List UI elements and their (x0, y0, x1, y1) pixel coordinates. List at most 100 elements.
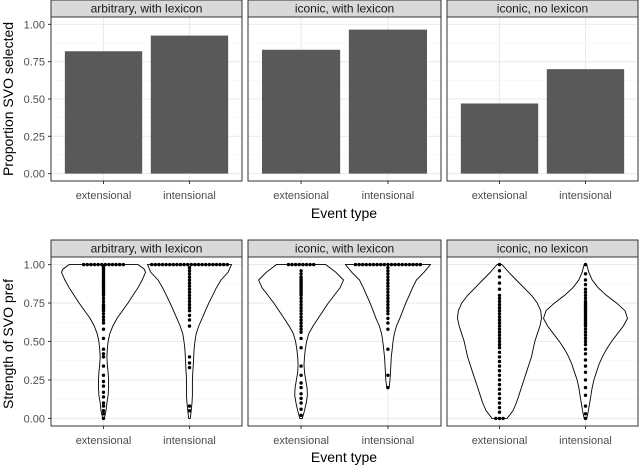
y-tick-label: 0.00 (24, 413, 45, 425)
data-point (583, 272, 588, 276)
data-point (583, 333, 588, 337)
data-point (101, 327, 106, 331)
data-point (497, 318, 502, 322)
data-point (494, 416, 498, 421)
data-point (368, 262, 372, 267)
data-point (407, 262, 412, 267)
data-point (583, 299, 588, 304)
bottom-panel-2: iconic, with lexicon (247, 239, 442, 427)
data-point (178, 262, 183, 267)
panel-border (446, 16, 639, 182)
x-tick-label: intensional (163, 190, 216, 202)
bottom-panel-plot-1 (50, 256, 243, 427)
data-point (583, 393, 588, 397)
data-point (290, 262, 294, 267)
data-point (583, 342, 588, 347)
data-point (299, 385, 303, 390)
data-point (583, 287, 588, 291)
top-y-axis-title: Proportion SVO selected (0, 22, 16, 176)
bottom-panel-3: iconic, no lexicon (446, 239, 639, 427)
data-point (389, 262, 394, 267)
data-point (299, 373, 303, 377)
data-point (497, 382, 502, 387)
data-point (312, 262, 316, 267)
data-point (299, 330, 303, 334)
data-point (583, 290, 588, 294)
data-point (153, 262, 157, 267)
data-point (168, 262, 172, 267)
bar-extensional (261, 49, 341, 174)
data-point (497, 339, 502, 344)
bottom-panel-1: arbitrary, with lexicon (50, 239, 243, 427)
data-point (222, 262, 226, 267)
data-point (101, 416, 106, 421)
data-point (497, 369, 502, 373)
data-point (583, 416, 588, 421)
data-point (187, 309, 192, 313)
x-tick-label: intensional (362, 435, 415, 447)
y-tick-label: 1.00 (24, 19, 45, 31)
top-panel-plot-1 (50, 16, 243, 182)
data-point (299, 321, 303, 325)
data-point (497, 293, 502, 298)
data-point (583, 327, 588, 331)
data-point (386, 309, 390, 313)
data-point (497, 302, 502, 307)
top-x-ticks: extensional intensional extensional intensi… (76, 181, 612, 202)
data-point (103, 262, 108, 267)
data-point (89, 262, 93, 267)
x-tick-label: extensional (273, 190, 329, 202)
data-point (583, 339, 588, 344)
x-tick-label: extensional (472, 190, 528, 202)
top-panel-plot-2 (247, 16, 442, 182)
data-point (189, 262, 193, 267)
data-point (299, 318, 303, 322)
data-point (175, 262, 179, 267)
data-point (501, 416, 505, 421)
data-point (386, 299, 390, 304)
data-point (294, 262, 298, 267)
data-point (187, 299, 192, 304)
data-point (386, 262, 390, 267)
data-point (160, 262, 165, 267)
bottom-panel-plot-3 (446, 256, 639, 427)
data-point (386, 272, 390, 276)
data-point (497, 327, 502, 331)
data-point (101, 364, 106, 368)
data-point (101, 401, 106, 405)
data-point (187, 281, 192, 285)
top-panel-3: iconic, no lexicon (446, 0, 639, 182)
violin-intensional (344, 264, 432, 389)
data-point (187, 302, 192, 307)
bottom-y-axis-title: Strength of SVO pref (0, 279, 16, 409)
y-tick-label: 0.00 (24, 169, 45, 181)
data-point (299, 309, 303, 313)
data-point (101, 390, 106, 394)
data-point (187, 313, 192, 318)
data-point (204, 262, 208, 267)
data-point (583, 352, 588, 356)
data-point (101, 379, 106, 384)
top-strip-label-1: arbitrary, with lexicon (91, 2, 203, 16)
data-point (583, 370, 588, 374)
data-point (497, 336, 502, 341)
data-point (286, 262, 291, 267)
bottom-y-ticks: 0.00 0.25 0.50 0.75 1.00 (24, 260, 51, 425)
data-point (187, 409, 192, 413)
data-point (497, 373, 502, 377)
data-point (187, 293, 192, 298)
data-point (497, 315, 502, 319)
data-point (297, 262, 301, 267)
data-point (101, 395, 106, 399)
x-tick-label: intensional (559, 435, 612, 447)
bar-chart-proportion-svo: arbitrary, with lexicon iconic, with lex… (0, 0, 639, 221)
data-point (101, 352, 106, 356)
top-y-ticks: 0.00 0.25 0.50 0.75 1.00 (24, 19, 51, 181)
bottom-strip-label-2: iconic, with lexicon (295, 242, 394, 256)
data-point (96, 262, 100, 267)
data-point (101, 321, 106, 325)
data-point (497, 333, 502, 337)
data-point (375, 262, 379, 267)
data-point (497, 416, 502, 421)
data-point (497, 350, 502, 354)
